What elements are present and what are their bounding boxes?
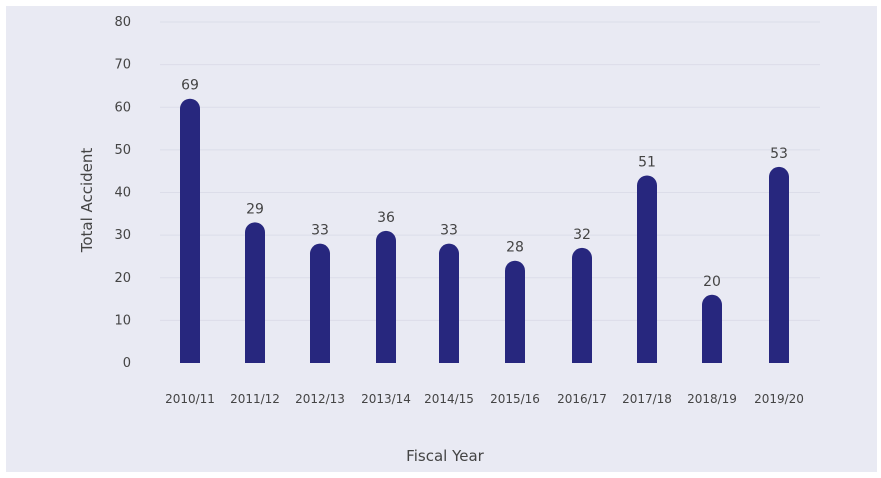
bar-value-label: 32	[573, 227, 591, 243]
y-tick-label: 30	[114, 228, 131, 243]
y-tick-label: 70	[114, 58, 131, 73]
bar-2012-13	[310, 243, 330, 363]
bar-2017-18	[637, 175, 657, 363]
bar-2011-12	[245, 222, 265, 363]
x-axis-ticks: 2010/11 2011/12 2012/13 2013/14 2014/15 2015/…	[165, 392, 804, 406]
y-axis-title: Total Accident	[78, 148, 96, 254]
bar-2018-19	[702, 294, 722, 363]
y-tick-label: 60	[114, 100, 131, 115]
x-tick-label: 2012/13	[295, 392, 345, 406]
x-tick-label: 2016/17	[557, 392, 607, 406]
x-tick-label: 2014/15	[424, 392, 474, 406]
bar-value-label: 33	[311, 223, 329, 239]
y-tick-label: 50	[114, 143, 131, 158]
y-tick-label: 0	[123, 356, 131, 371]
bar-value-label: 20	[703, 274, 721, 290]
bar-2013-14	[376, 230, 396, 363]
x-tick-label: 2011/12	[230, 392, 280, 406]
bar-2016-17	[572, 247, 592, 363]
bar-value-label: 29	[246, 201, 264, 217]
bar-2010-11	[180, 98, 200, 363]
x-tick-label: 2015/16	[490, 392, 540, 406]
y-tick-label: 20	[114, 271, 131, 286]
gridlines	[160, 21, 820, 321]
x-tick-label: 2019/20	[754, 392, 804, 406]
y-tick-label: 10	[114, 313, 131, 328]
bar-value-label: 53	[770, 146, 788, 162]
x-tick-label: 2010/11	[165, 392, 215, 406]
bar-value-label: 28	[506, 240, 524, 256]
chart-panel	[6, 6, 877, 472]
bar-value-label: 33	[440, 223, 458, 239]
bar-2019-20	[769, 166, 789, 363]
bars	[180, 98, 789, 363]
x-tick-label: 2017/18	[622, 392, 672, 406]
y-axis-ticks: 0 10 20 30 40 50 60 70 80	[114, 15, 131, 371]
bar-value-labels: 69 29 33 36 33 28 32 51 20 53	[181, 78, 788, 290]
bar-value-label: 36	[377, 210, 395, 226]
y-tick-label: 80	[114, 15, 131, 30]
y-tick-label: 40	[114, 186, 131, 201]
x-tick-label: 2018/19	[687, 392, 737, 406]
bar-2015-16	[505, 260, 525, 363]
x-axis-title: Fiscal Year	[406, 447, 484, 465]
x-tick-label: 2013/14	[361, 392, 411, 406]
bar-value-label: 51	[638, 154, 656, 170]
bar-2014-15	[439, 243, 459, 363]
bar-value-label: 69	[181, 78, 199, 94]
